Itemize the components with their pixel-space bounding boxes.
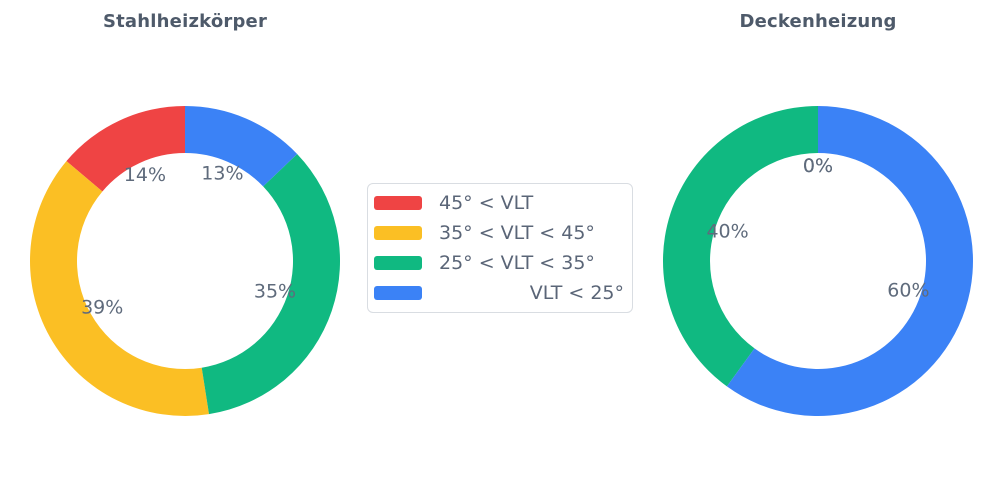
legend-label: 35° < VLT < 45° [439, 222, 595, 244]
pie-slice-45-vlt [66, 106, 185, 192]
chart-legend: 45° < VLT 35° < VLT < 45° 25° < VLT < 35… [367, 183, 633, 313]
legend-item-25-35: 25° < VLT < 35° [374, 248, 624, 278]
pie-percent-label: 0% [803, 155, 833, 177]
pie-slice-35-vlt-45- [30, 161, 210, 417]
pie-percent-label: 0% [803, 155, 833, 177]
legend-label: 45° < VLT [439, 192, 534, 214]
pie-slice-25-vlt-35- [662, 105, 818, 387]
pie-percent-label: 35% [254, 281, 296, 303]
legend-swatch-amber [374, 226, 422, 240]
legend-swatch-green [374, 256, 422, 270]
left-chart-title: Stahlheizkörper [102, 11, 268, 32]
donut-right: 0%0%40%60% [662, 105, 973, 416]
legend-swatch-blue [374, 286, 422, 300]
legend-item-vlt-lt-25: VLT < 25° [374, 278, 624, 308]
pie-percent-label: 13% [201, 163, 243, 185]
legend-item-35-45: 35° < VLT < 45° [374, 218, 624, 248]
pie-percent-label: 39% [81, 297, 123, 319]
pie-percent-label: 40% [706, 221, 748, 243]
donut-left: 14% 39% 35% 13% [30, 106, 341, 417]
pie-slice-vlt-25- [185, 106, 298, 187]
pie-percent-label: 60% [887, 279, 929, 301]
legend-label: VLT < 25° [529, 282, 624, 304]
pie-slice-vlt-25- [726, 106, 973, 416]
pie-slice-25-vlt-35- [201, 153, 341, 415]
legend-label: 25° < VLT < 35° [439, 252, 595, 274]
legend-swatch-red [374, 196, 422, 210]
pie-percent-label: 14% [124, 164, 166, 186]
right-chart-title: Deckenheizung [739, 11, 897, 32]
legend-item-45-lt-vlt: 45° < VLT [374, 188, 624, 218]
